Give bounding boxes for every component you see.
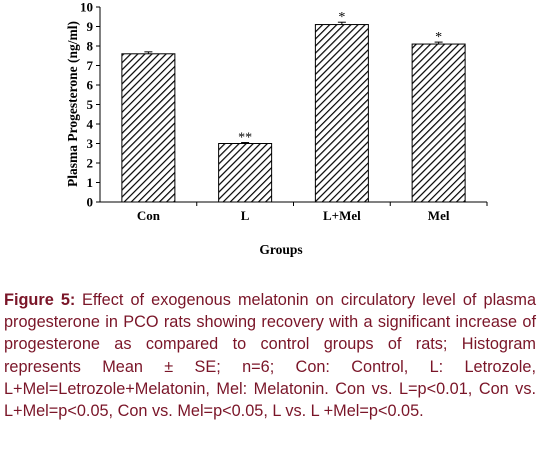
y-tick-label: 5 (87, 97, 94, 112)
y-tick-label: 3 (87, 136, 94, 151)
significance-marker: * (435, 30, 442, 45)
bar-mel (411, 43, 466, 203)
x-tick-labels: Con L L+Mel Mel (137, 202, 488, 223)
x-tick-label: Con (137, 208, 161, 223)
x-tick-label: Mel (428, 208, 450, 223)
y-tick-label: 1 (87, 175, 94, 190)
x-tick-label: L (241, 208, 250, 223)
y-tick-label: 4 (87, 117, 94, 132)
bar-l (218, 143, 273, 203)
bar-l-mel (314, 24, 369, 203)
x-axis-label: Groups (259, 242, 302, 257)
y-tick-label: 6 (87, 78, 94, 93)
figure-caption: Figure 5: Effect of exogenous melatonin … (4, 289, 536, 422)
y-ticks: 0 1 2 3 4 5 6 7 8 9 10 (80, 0, 100, 210)
y-tick-label: 0 (87, 195, 94, 210)
bar-con (121, 53, 176, 203)
y-tick-label: 8 (87, 39, 94, 54)
significance-marker: ** (238, 131, 252, 146)
y-tick-label: 2 (87, 156, 94, 171)
y-tick-label: 7 (87, 58, 94, 73)
bars: **** (121, 10, 466, 203)
figure-caption-label: Figure 5: (4, 291, 76, 309)
x-tick-label: L+Mel (323, 208, 361, 223)
y-tick-label: 10 (80, 0, 93, 15)
y-axis-label: Plasma Progesterone (ng/ml) (65, 21, 80, 187)
figure-caption-text: Effect of exogenous melatonin on circula… (4, 291, 536, 421)
significance-marker: * (338, 10, 345, 25)
y-tick-label: 9 (87, 19, 94, 34)
